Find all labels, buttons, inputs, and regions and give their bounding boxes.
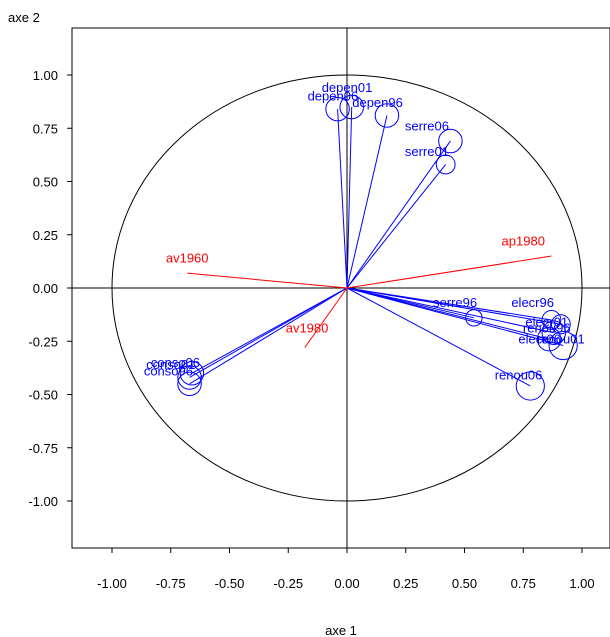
variable-label-depen06: depen06 — [308, 89, 359, 104]
y-tick-label: 1.00 — [33, 68, 58, 83]
unit-circle — [111, 74, 583, 502]
y-tick-label: 0.25 — [33, 228, 58, 243]
variable-vector-renou01 — [346, 287, 564, 346]
x-tick-label: 0.00 — [334, 576, 359, 591]
chart-marks: -1.00 -0.75 -0.50 -0.25 0.00 0.25 0.50 0.75 1.00… — [28, 28, 610, 591]
variable-marker-depen96 — [374, 103, 400, 128]
variable-vector-serre01 — [346, 164, 447, 289]
variable-vector-conso96 — [189, 287, 348, 385]
variable-marker-conso01 — [177, 365, 202, 390]
variable-marker-renou01 — [548, 330, 578, 361]
supplementary-vector-ap1980 — [346, 255, 552, 289]
y-tick-label: -0.50 — [28, 388, 58, 403]
supplementary-label-av1960: av1960 — [166, 250, 209, 265]
variable-label-elecr96: elecr96 — [511, 295, 554, 310]
variable-vector-depen01 — [346, 106, 353, 289]
variable-vector-serre06 — [346, 140, 451, 289]
x-tick-label: 0.25 — [393, 576, 418, 591]
x-tick-label: 1.00 — [569, 576, 594, 591]
variable-label-renou06: renou06 — [495, 368, 543, 383]
variable-vector-elecr01 — [346, 287, 561, 325]
variable-label-serre01: serre01 — [405, 144, 449, 159]
y-tick-label: 0.75 — [33, 121, 58, 136]
variable-vector-conso01 — [189, 287, 348, 378]
variable-label-renou01: renou01 — [537, 331, 585, 346]
variable-vector-depen06 — [337, 109, 348, 289]
variable-vector-renou06 — [346, 287, 531, 387]
variable-label-conso06: conso06 — [151, 355, 200, 370]
variable-marker-serre01 — [435, 154, 456, 175]
y-tick-label: -0.25 — [28, 334, 58, 349]
variable-marker-conso06 — [179, 360, 205, 386]
supplementary-vector-av1960 — [187, 272, 348, 289]
variable-marker-conso96 — [177, 371, 202, 397]
variable-marker-depen01 — [339, 94, 364, 120]
variable-marker-renou96 — [541, 320, 567, 345]
supplementary-vector-av1980 — [304, 287, 348, 348]
x-tick-label: -1.00 — [97, 576, 127, 591]
x-tick-label: -0.50 — [215, 576, 245, 591]
variable-label-serre96: serre96 — [433, 295, 477, 310]
variable-marker-depen06 — [325, 96, 350, 122]
variable-label-serre06: serre06 — [405, 118, 449, 133]
variable-vector-depen96 — [346, 115, 388, 289]
y-tick-label: -1.00 — [28, 494, 58, 509]
variable-label-elecr01: elecr01 — [525, 314, 568, 329]
variable-label-conso01: conso01 — [146, 357, 195, 372]
y-tick-label: 0.50 — [33, 175, 58, 190]
x-axis-label: axe 1 — [325, 623, 357, 637]
variable-marker-elecr01 — [550, 314, 571, 335]
x-tick-label: -0.25 — [273, 576, 303, 591]
variable-label-renou96: renou96 — [523, 321, 571, 336]
variable-vector-renou96 — [346, 287, 554, 334]
supplementary-label-ap1980: ap1980 — [502, 233, 545, 248]
variable-marker-renou06 — [515, 371, 545, 401]
x-tick-label: -0.75 — [156, 576, 186, 591]
y-tick-label: -0.75 — [28, 441, 58, 456]
variable-label-depen96: depen96 — [352, 95, 403, 110]
y-tick-label: 0.00 — [33, 281, 58, 296]
x-tick-label: 0.50 — [452, 576, 477, 591]
variable-label-elecr06: elecr06 — [518, 331, 561, 346]
variable-label-conso96: conso96 — [144, 363, 193, 378]
x-tick-label: 0.75 — [511, 576, 536, 591]
variable-marker-serre06 — [438, 128, 463, 154]
variable-marker-elecr96 — [541, 310, 562, 330]
variable-label-depen01: depen01 — [322, 80, 373, 95]
supplementary-label-av1980: av1980 — [286, 321, 329, 336]
y-axis-label: axe 2 — [8, 10, 40, 25]
